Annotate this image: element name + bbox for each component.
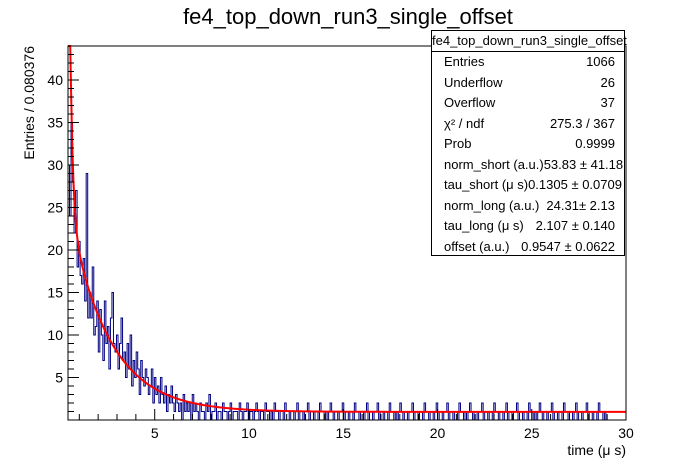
x-tick-label: 20	[430, 425, 446, 441]
fit-line	[68, 45, 626, 413]
x-tick-label: 10	[241, 425, 257, 441]
stats-row-value: 275.3 / 367	[549, 115, 615, 131]
stats-row-value: 24.31± 2.13	[546, 197, 615, 213]
stats-row: tau_short (μ s) 0.1305 ± 0.0709	[432, 175, 624, 196]
stats-row: χ² / ndf 275.3 / 367	[432, 114, 624, 135]
stats-row-value: 37	[600, 95, 615, 110]
stats-row-value: 0.1305 ± 0.0709	[528, 177, 622, 192]
y-tick-label: 15	[47, 285, 63, 301]
y-tick-label: 5	[55, 370, 63, 386]
axis-ticks	[68, 45, 627, 420]
stats-box: fe4_top_down_run3_single_offset Entries 1…	[431, 30, 627, 257]
tick-labels: 5 10 15 20 25 30 5 10 15 20 25 30 35 40	[47, 72, 634, 441]
x-tick-label: 25	[524, 425, 540, 441]
stats-row-label: Entries	[444, 54, 485, 69]
y-tick-label: 30	[47, 157, 63, 173]
y-tick-label: 10	[47, 327, 63, 343]
y-tick-label: 40	[47, 72, 63, 88]
y-tick-label: 20	[47, 242, 63, 258]
y-axis-label: Entries / 0.080376	[21, 46, 37, 160]
stats-row: Underflow 26	[432, 73, 624, 94]
stats-row-value: 0.9547 ± 0.0622	[521, 238, 615, 254]
x-tick-label: 30	[618, 425, 634, 441]
stats-row: offset (a.u.) 0.9547 ± 0.0622	[432, 237, 624, 258]
stats-row-value: 0.9999	[575, 136, 615, 151]
stats-row: tau_long (μ s) 2.107 ± 0.140	[432, 216, 624, 237]
stats-row-label: Underflow	[444, 74, 503, 90]
stats-row-value: 1066	[586, 54, 615, 69]
stats-row-label: tau_long (μ s)	[444, 218, 524, 233]
x-axis-label: time (μ s)	[567, 442, 626, 458]
stats-row-label: norm_long (a.u.)	[444, 197, 540, 213]
stats-row: norm_short (a.u.) 53.83 ± 41.18	[432, 155, 624, 176]
y-tick-label: 25	[47, 200, 63, 216]
fit-curve	[68, 45, 626, 413]
stats-row: Overflow 37	[432, 93, 624, 114]
stats-row: Prob 0.9999	[432, 134, 624, 155]
chart-title: fe4_top_down_run3_single_offset	[183, 4, 513, 29]
x-tick-label: 15	[335, 425, 351, 441]
stats-row-value: 53.83 ± 41.18	[543, 156, 624, 172]
stats-row-label: norm_short (a.u.)	[444, 156, 544, 172]
stats-row-label: Prob	[444, 136, 472, 151]
stats-row: norm_long (a.u.) 24.31± 2.13	[432, 196, 624, 217]
stats-row-label: tau_short (μ s)	[444, 177, 529, 192]
stats-rows: Entries 1066 Underflow 26 Overflow 37 χ² / ndf…	[432, 52, 624, 257]
x-tick-label: 5	[151, 425, 159, 441]
stats-row-value: 26	[600, 74, 615, 90]
stats-row: Entries 1066	[432, 52, 624, 73]
stats-row-value: 2.107 ± 0.140	[535, 218, 615, 233]
stats-row-label: offset (a.u.)	[444, 238, 510, 254]
stats-box-title: fe4_top_down_run3_single_offset	[432, 31, 627, 52]
y-tick-label: 35	[47, 115, 63, 131]
stats-row-label: Overflow	[444, 95, 496, 110]
stats-row-label: χ² / ndf	[444, 115, 485, 131]
